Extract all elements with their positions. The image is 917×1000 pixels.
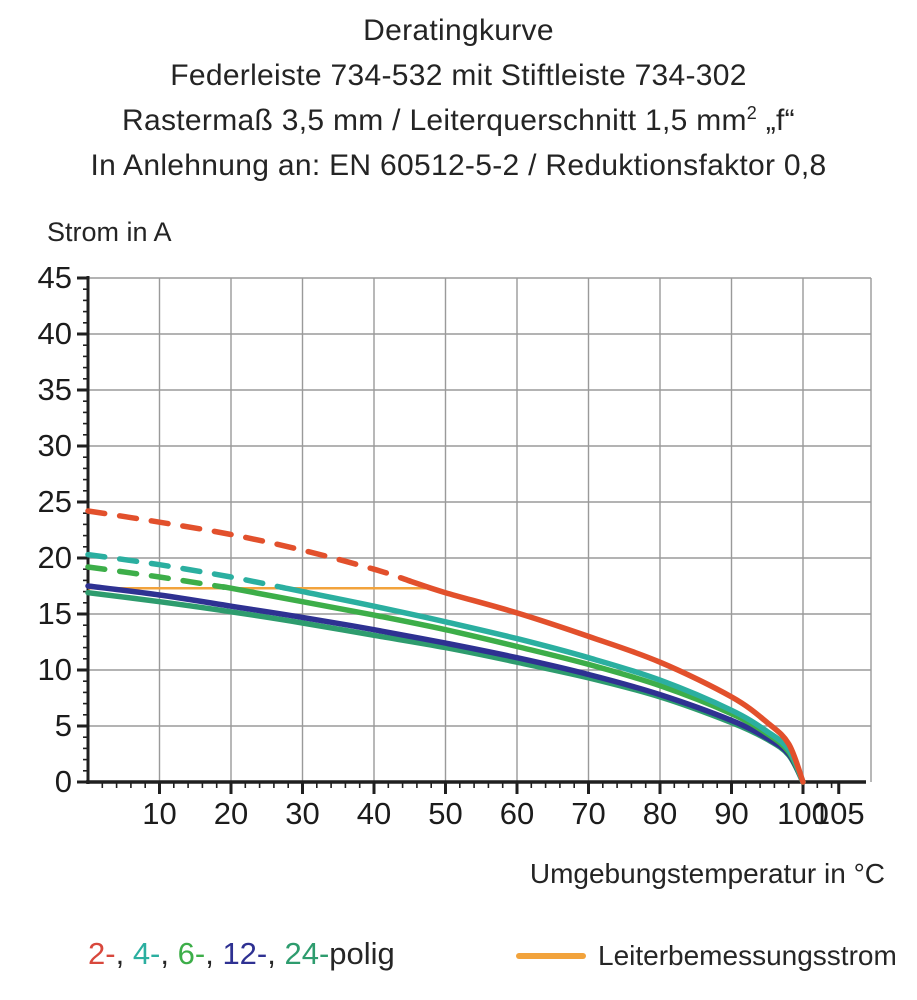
legend-separator: , [160,936,178,971]
legend-suffix: polig [329,936,395,971]
title-line-1: Deratingkurve [363,14,554,47]
curve-4-polig [278,584,806,785]
legend-pole-24: 24- [284,936,330,971]
title-line-3: Rastermaß 3,5 mm / Leiterquerschnitt 1,5… [122,103,795,137]
legend-pole-4: 4- [132,936,161,971]
legend-pole-6: 6- [177,936,206,971]
x-tick-label: 60 [500,796,534,831]
x-axis-title: Umgebungstemperatur in °C [529,858,885,889]
title-line-4: In Anlehnung an: EN 60512-5-2 / Reduktio… [90,149,827,182]
legend-separator: , [267,936,285,971]
y-tick-label: 40 [38,316,72,351]
x-tick-label: 30 [285,796,319,831]
y-tick-label: 45 [38,260,72,295]
y-tick-label: 25 [38,484,72,519]
squared-superscript: 2 [746,103,758,123]
y-tick-label: 15 [38,596,72,631]
y-tick-label: 5 [55,708,72,743]
x-tick-label: 50 [428,796,462,831]
y-tick-label: 35 [38,372,72,407]
legend-pole-12: 12- [222,936,268,971]
y-tick-label: 30 [38,428,72,463]
rated-current-label: Leiterbemessungsstrom [598,940,897,971]
x-tick-label: 40 [357,796,391,831]
curve-2-polig-dashed [85,508,413,584]
x-tick-label: 80 [643,796,677,831]
curve-2-polig [407,578,806,785]
y-axis-title: Strom in A [47,217,172,247]
y-tick-label: 10 [38,652,72,687]
x-tick-label: 90 [714,796,748,831]
curve-4-polig-dashed [85,551,284,590]
y-tick-label: 0 [55,764,72,799]
title-line-2: Federleiste 734-532 mit Stiftleiste 734-… [170,59,747,92]
x-tick-label: 70 [571,796,605,831]
legend-pole-2: 2- [88,936,116,971]
x-tick-label: 105 [813,796,865,831]
pole-count-legend: 2-, 4-, 6-, 12-, 24-polig [88,936,395,972]
rated-current-legend: Leiterbemessungsstrom [516,940,897,972]
curve-12-polig [85,583,806,785]
x-tick-label: 10 [142,796,176,831]
x-tick-label: 100 [777,796,829,831]
legend-separator: , [205,936,223,971]
legend-separator: , [115,936,133,971]
y-tick-label: 20 [38,540,72,575]
x-tick-label: 20 [214,796,248,831]
rated-current-line-swatch [516,953,586,959]
curve-6-polig-dashed [85,564,227,590]
chart-title-block: Deratingkurve Federleiste 734-532 mit St… [0,8,917,188]
